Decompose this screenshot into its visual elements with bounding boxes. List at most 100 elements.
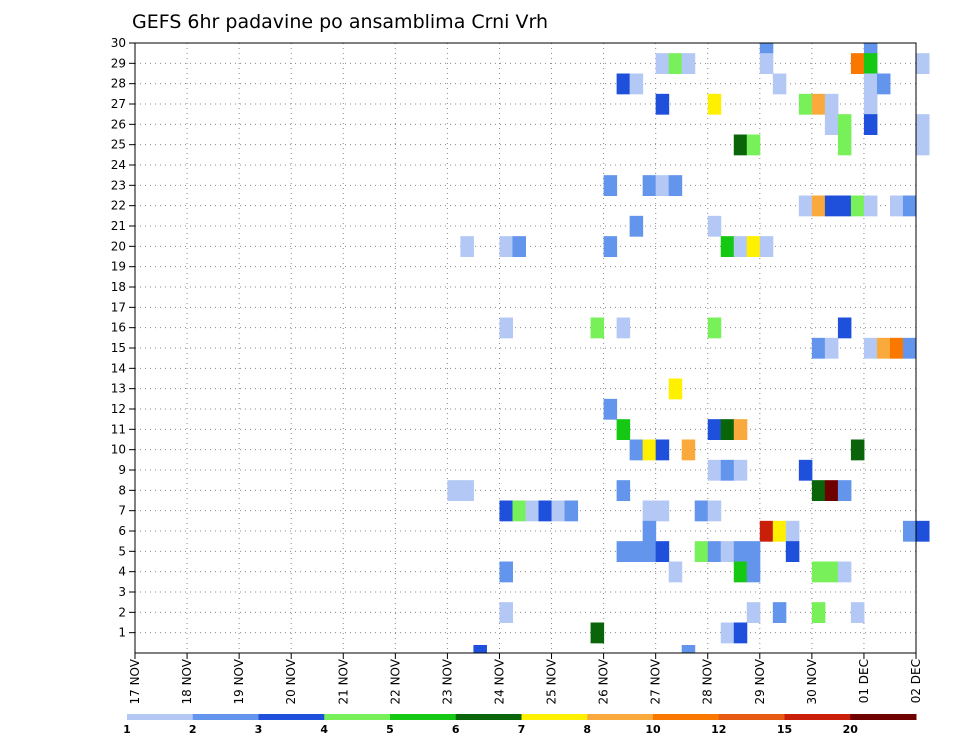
precip-cell	[851, 53, 865, 74]
y-tick-label: 19	[111, 260, 126, 274]
precip-cell	[708, 318, 722, 339]
legend-label: 2	[189, 723, 197, 736]
precip-cell	[773, 602, 787, 623]
y-tick-label: 29	[111, 56, 126, 70]
precip-cell	[721, 541, 735, 562]
precip-cell	[656, 440, 670, 461]
precip-cell	[708, 501, 722, 522]
legend-label: 20	[843, 723, 859, 736]
precip-cell	[825, 196, 839, 217]
precip-cell	[708, 460, 722, 481]
legend-label: 6	[452, 723, 460, 736]
y-tick-label: 4	[118, 565, 126, 579]
precip-cell	[903, 338, 917, 359]
precip-cell	[643, 440, 657, 461]
precip-cell	[825, 562, 839, 583]
precip-cell	[708, 94, 722, 115]
precip-cell	[721, 236, 735, 257]
legend-swatch	[456, 714, 522, 720]
precip-cell	[851, 196, 865, 217]
precip-cell	[760, 53, 774, 74]
legend-label: 3	[255, 723, 263, 736]
x-tick-label: 26 NOV	[597, 658, 611, 704]
precip-cell	[773, 74, 787, 95]
legend-label: 10	[645, 723, 661, 736]
precip-cell	[656, 175, 670, 196]
precip-cell	[838, 318, 852, 339]
precip-cell	[812, 480, 826, 501]
precip-cell	[708, 216, 722, 237]
precip-cell	[838, 196, 852, 217]
precip-cell	[643, 175, 657, 196]
precip-cell	[617, 419, 631, 440]
precip-cell	[473, 645, 487, 654]
precip-cell	[552, 501, 566, 522]
y-axis-ticks: 1234567891011121314151617181920212223242…	[111, 36, 135, 640]
precip-cell	[903, 521, 917, 542]
y-tick-label: 25	[111, 138, 126, 152]
precip-cell	[604, 236, 618, 257]
legend-swatch	[785, 714, 851, 720]
y-tick-label: 15	[111, 341, 126, 355]
precip-cell	[838, 135, 852, 156]
precip-cell	[825, 94, 839, 115]
color-legend: 1 2 3 4 5 6 7 8 10 12 15 20	[123, 714, 916, 736]
precip-cell	[669, 379, 683, 400]
y-tick-label: 21	[111, 219, 126, 233]
precipitation-cells	[447, 43, 929, 654]
precip-cell	[916, 135, 930, 156]
x-tick-label: 30 NOV	[805, 658, 819, 704]
precip-cell	[838, 114, 852, 135]
precip-cell	[721, 623, 735, 644]
precip-cell	[669, 53, 683, 74]
precip-cell	[890, 196, 904, 217]
precip-cell	[499, 501, 513, 522]
precip-cell	[630, 74, 644, 95]
y-tick-label: 8	[118, 483, 126, 497]
x-tick-label: 20 NOV	[284, 658, 298, 704]
legend-swatch	[719, 714, 785, 720]
legend-swatch	[127, 714, 193, 720]
x-tick-label: 19 NOV	[232, 658, 246, 704]
precip-cell	[499, 562, 513, 583]
precip-cell	[721, 419, 735, 440]
y-tick-label: 11	[111, 422, 126, 436]
precip-cell	[656, 94, 670, 115]
precip-cell	[656, 501, 670, 522]
precip-cell	[630, 440, 644, 461]
precip-cell	[734, 460, 748, 481]
x-tick-label: 02 DEC	[909, 659, 923, 703]
precip-cell	[877, 338, 891, 359]
x-tick-label: 17 NOV	[128, 658, 142, 704]
precip-cell	[864, 196, 878, 217]
y-tick-label: 10	[111, 443, 126, 457]
precip-cell	[708, 419, 722, 440]
x-axis-ticks: 17 NOV 18 NOV 19 NOV 20 NOV 21 NOV 22 NOV 23 N…	[128, 653, 923, 705]
y-tick-label: 27	[111, 97, 126, 111]
x-tick-label: 01 DEC	[857, 659, 871, 703]
y-tick-label: 22	[111, 199, 126, 213]
precip-cell	[565, 501, 579, 522]
precip-cell	[721, 460, 735, 481]
y-tick-label: 30	[111, 36, 126, 50]
precip-cell	[734, 541, 748, 562]
precip-cell	[916, 521, 930, 542]
x-tick-label: 18 NOV	[180, 658, 194, 704]
precip-cell	[903, 196, 917, 217]
y-tick-label: 28	[111, 77, 126, 91]
precip-cell	[617, 480, 631, 501]
precip-cell	[460, 236, 474, 257]
precip-cell	[864, 338, 878, 359]
x-tick-label: 21 NOV	[336, 658, 350, 704]
y-tick-label: 26	[111, 117, 126, 131]
precip-cell	[499, 318, 513, 339]
legend-label: 5	[386, 723, 394, 736]
precip-cell	[591, 318, 605, 339]
precip-cell	[812, 602, 826, 623]
legend-label: 4	[320, 723, 328, 736]
precip-cell	[695, 501, 709, 522]
precip-cell	[799, 460, 813, 481]
legend-swatch	[324, 714, 390, 720]
precip-cell	[864, 53, 878, 74]
